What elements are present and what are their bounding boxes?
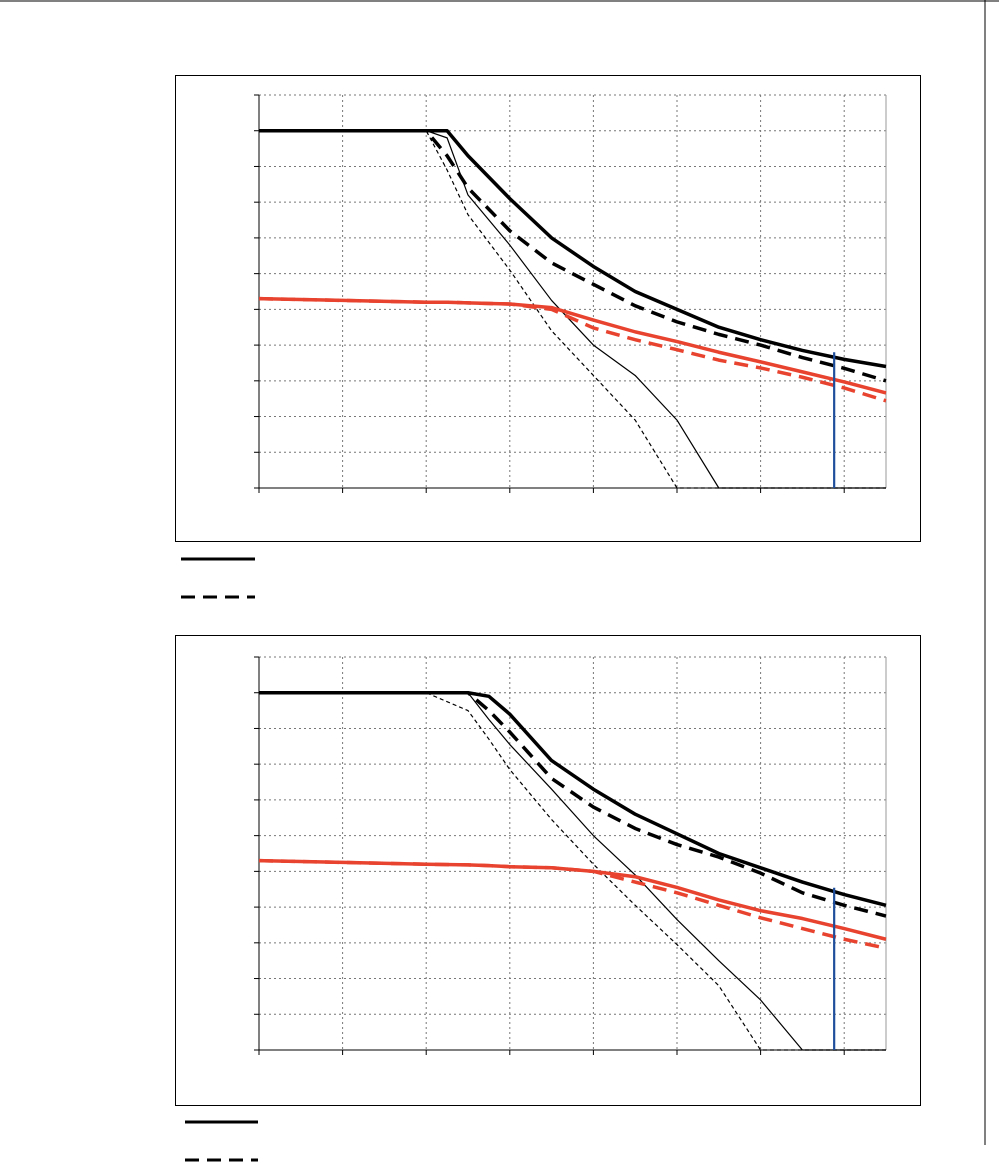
series-line — [258, 858, 887, 950]
chart-frame — [175, 635, 921, 1106]
series-line — [259, 130, 886, 489]
series-line — [258, 296, 887, 395]
series-line — [259, 690, 887, 918]
series-line — [259, 692, 886, 1051]
series-line — [259, 128, 887, 369]
series-line — [259, 692, 886, 1051]
chart-frame — [175, 75, 921, 542]
series-line — [259, 690, 887, 907]
series-line — [258, 296, 887, 403]
series-line — [259, 128, 887, 383]
series-line — [259, 130, 886, 489]
